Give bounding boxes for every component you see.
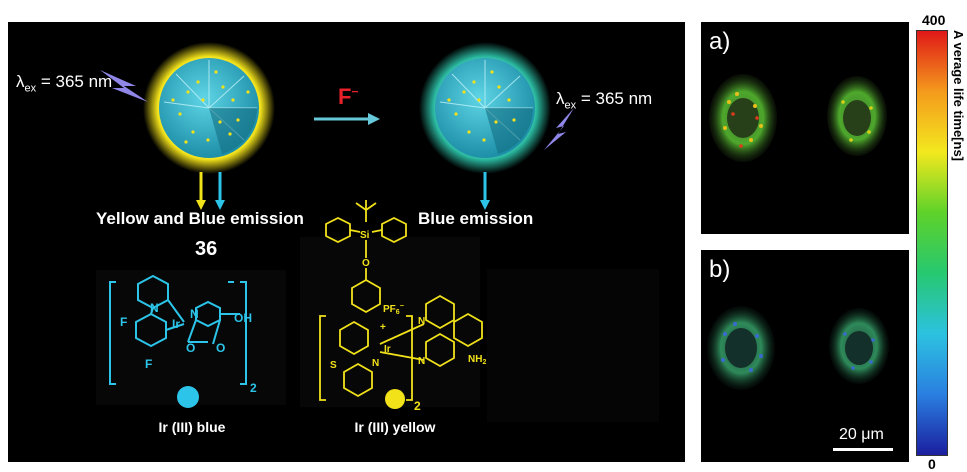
yellow-structure-box xyxy=(300,237,480,407)
blank-box xyxy=(487,269,659,422)
blue-sub: 2 xyxy=(250,381,257,395)
blue-F-top: F xyxy=(120,315,127,329)
micrograph-b-image xyxy=(707,306,893,451)
scheme-drawing: F F Ir OH N N O O 2 xyxy=(96,42,659,422)
blue-N1: N xyxy=(150,301,159,315)
excitation-label-left: λex = 365 nm xyxy=(16,72,113,95)
nanoparticle-yellow xyxy=(143,42,275,174)
compound-number: 36 xyxy=(195,238,218,260)
scale-bar-label: 20 μm xyxy=(839,426,884,443)
yellow-sub: 2 xyxy=(414,399,421,413)
yellow-S: S xyxy=(330,360,337,371)
excitation-label-right: λex = 365 nm xyxy=(556,89,653,112)
yellow-N2: N xyxy=(418,316,425,327)
ir-yellow-label: Ir (III) yellow xyxy=(316,414,474,440)
yellow-dot xyxy=(385,389,405,409)
yellow-plus: + xyxy=(380,322,386,333)
yellow-N1: N xyxy=(372,358,379,369)
ir-yellow-structure xyxy=(319,200,483,401)
colorbar-min-label: 0 xyxy=(928,456,936,472)
micrograph-a-image xyxy=(709,74,887,162)
yellow-blue-emission-label: Yellow and Blue emission xyxy=(96,209,304,228)
nanoparticle-teal xyxy=(419,42,551,174)
micrograph-b: b) 20 μm xyxy=(701,250,909,462)
yellow-O: O xyxy=(362,258,370,269)
panel-a-label: a) xyxy=(709,28,731,55)
blue-dot xyxy=(177,386,199,408)
ir-blue-label: Ir (III) blue xyxy=(118,414,266,440)
compound-number-box xyxy=(161,235,261,265)
yellow-N3: N xyxy=(418,356,425,367)
panel-b-label: b) xyxy=(709,256,731,283)
colorbar-title: A verage life time[ns] xyxy=(951,30,966,162)
colorbar xyxy=(916,30,948,456)
blue-OH: OH xyxy=(234,311,252,325)
blue-Ir: Ir xyxy=(172,317,180,331)
uv-lightning-icon-right xyxy=(544,108,574,150)
blue-O2: O xyxy=(216,341,225,355)
fluoride-analyte-label: F− xyxy=(338,84,359,109)
scheme-panel: F F Ir OH N N O O 2 xyxy=(8,22,685,462)
colorbar-max-label: 400 xyxy=(922,12,946,28)
blue-N2: N xyxy=(190,307,199,321)
yellow-Ir: Ir xyxy=(384,344,391,355)
micrograph-a: a) xyxy=(701,22,909,234)
yellow-Si: Si xyxy=(360,230,370,241)
ir-blue-structure xyxy=(109,274,247,385)
blue-F-bottom: F xyxy=(145,357,152,371)
blue-structure-box xyxy=(96,270,286,405)
yellow-PF6: PF6− xyxy=(383,303,404,316)
yellow-NH2: NH2 xyxy=(468,354,486,366)
blue-O1: O xyxy=(186,341,195,355)
uv-lightning-icon xyxy=(100,70,148,102)
scale-bar xyxy=(833,448,893,451)
blue-emission-label: Blue emission xyxy=(418,209,534,228)
